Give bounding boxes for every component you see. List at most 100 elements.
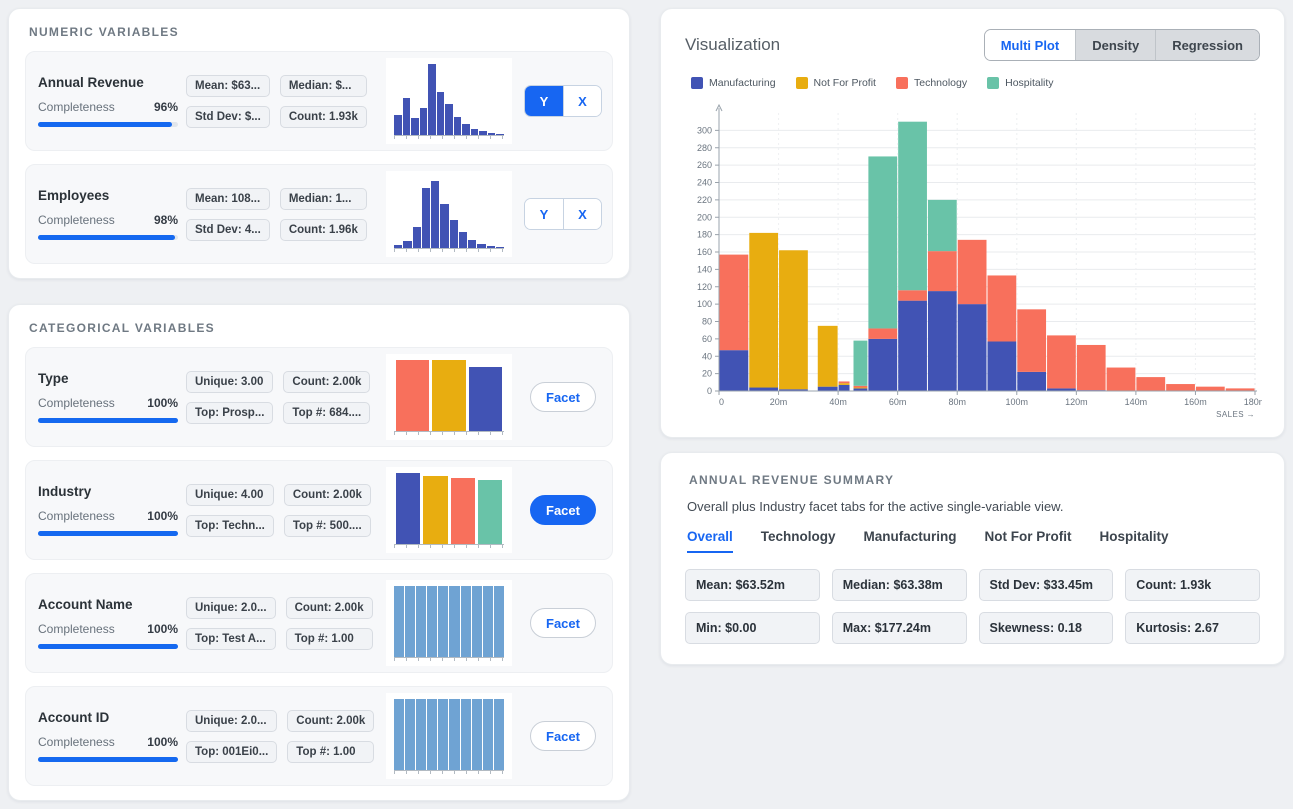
y-axis-button[interactable]: Y: [525, 86, 563, 116]
completeness-progress-fill: [38, 122, 173, 127]
mini-bar: [458, 232, 467, 248]
categorical-variable-row-industry: Industry Completeness 100% Unique: 4.00 …: [25, 460, 613, 560]
x-axis-button[interactable]: X: [563, 199, 601, 229]
mini-bar: [403, 240, 412, 248]
mini-bar: [421, 187, 430, 248]
tab-density[interactable]: Density: [1075, 30, 1156, 60]
tab-manufacturing[interactable]: Manufacturing: [863, 529, 957, 544]
mini-bar: [431, 180, 440, 248]
category-bars: [394, 360, 504, 432]
mini-bar: [470, 129, 479, 135]
stat-chips: Unique: 2.0... Count: 2.00k Top: Test A.…: [186, 596, 378, 650]
facet-action: Facet: [522, 721, 604, 751]
tab-not-for-profit[interactable]: Not For Profit: [984, 529, 1072, 544]
completeness-percent: 100%: [147, 396, 178, 410]
legend-swatch: [691, 77, 703, 89]
facet-button[interactable]: Facet: [530, 382, 596, 412]
legend-item-technology: Technology: [895, 77, 967, 89]
categorical-variable-row-account-id: Account ID Completeness 100% Unique: 2.0…: [25, 686, 613, 786]
categorical-variable-row-type: Type Completeness 100% Unique: 3.00 Coun…: [25, 347, 613, 447]
visualization-card: Visualization Multi Plot Density Regress…: [660, 8, 1285, 438]
category-axis: [394, 432, 504, 435]
facet-button[interactable]: Facet: [530, 495, 596, 525]
stat-chip-top: Top: 001Ei0...: [186, 740, 278, 763]
svg-text:60: 60: [702, 334, 712, 344]
mini-bar: [471, 699, 482, 770]
mini-bar: [436, 92, 445, 135]
facet-button[interactable]: Facet: [530, 608, 596, 638]
numeric-variables-card: NUMERIC VARIABLES Annual Revenue Complet…: [8, 8, 630, 279]
svg-text:0: 0: [719, 397, 724, 407]
categorical-section-title: CATEGORICAL VARIABLES: [29, 321, 215, 335]
histogram-sparkline: [386, 58, 512, 144]
facet-action: Facet: [522, 608, 604, 638]
legend-item-manufacturing: Manufacturing: [691, 77, 776, 89]
y-axis-button[interactable]: Y: [525, 199, 563, 229]
mini-bar: [482, 586, 493, 657]
mini-bar: [405, 586, 416, 657]
svg-text:80m: 80m: [948, 397, 966, 407]
completeness-percent: 100%: [147, 509, 178, 523]
facet-button[interactable]: Facet: [530, 721, 596, 751]
x-axis-button[interactable]: X: [563, 86, 601, 116]
mini-bar: [427, 699, 438, 770]
sparkline-axis: [394, 249, 504, 252]
categorical-variables-card: CATEGORICAL VARIABLES Type Completeness …: [8, 304, 630, 801]
completeness-label: Completeness: [38, 509, 115, 523]
stat-chip-median: Median: 1...: [279, 187, 367, 210]
axis-toggle: Y X: [522, 198, 604, 230]
visualization-title: Visualization: [685, 35, 781, 54]
stat-chip-count: Count: 2.00k: [283, 370, 371, 393]
mini-bar: [479, 131, 487, 135]
summary-stat-mean: Mean: $63.52m: [685, 569, 820, 601]
stat-chip-count: Count: 2.00k: [287, 709, 375, 732]
completeness-label: Completeness: [38, 622, 115, 636]
summary-stat-median: Median: $63.38m: [831, 569, 967, 601]
stat-chip-count: Count: 2.00k: [283, 483, 371, 506]
stat-chip-stddev: Std Dev: $...: [186, 105, 270, 128]
variable-name: Industry: [38, 484, 92, 499]
tab-regression[interactable]: Regression: [1155, 30, 1259, 60]
mini-bar: [440, 203, 449, 248]
variable-info: Employees Completeness 98%: [38, 188, 178, 240]
svg-text:20: 20: [702, 369, 712, 379]
svg-text:100m: 100m: [1006, 397, 1029, 407]
axis-button-group: Y X: [524, 85, 602, 117]
mini-bar: [487, 132, 496, 135]
completeness-label: Completeness: [38, 100, 115, 114]
variable-name: Annual Revenue: [38, 75, 144, 90]
mini-bar: [462, 124, 470, 135]
stat-chip-unique: Unique: 2.0...: [186, 709, 278, 732]
mini-bar: [460, 586, 471, 657]
svg-text:40: 40: [702, 351, 712, 361]
stat-chip-mean: Mean: $63...: [186, 74, 270, 97]
axis-button-group: Y X: [524, 198, 602, 230]
stat-chip-top-count: Top #: 500....: [283, 514, 371, 537]
svg-text:160m: 160m: [1184, 397, 1207, 407]
summary-stat-min: Min: $0.00: [685, 612, 820, 644]
stat-chip-top: Top: Prosp...: [186, 401, 274, 424]
legend-swatch: [895, 77, 908, 89]
tab-hospitality[interactable]: Hospitality: [1099, 529, 1169, 544]
plot-mode-tabs: Multi Plot Density Regression: [983, 29, 1260, 61]
stat-chip-unique: Unique: 3.00: [186, 370, 274, 393]
svg-text:220: 220: [697, 195, 712, 205]
stat-chip-top-count: Top #: 1.00: [285, 627, 373, 650]
tab-overall[interactable]: Overall: [687, 529, 733, 553]
mini-bar: [449, 219, 458, 248]
mini-bar: [412, 226, 421, 248]
stat-chips: Mean: $63... Median: $... Std Dev: $... …: [186, 74, 378, 128]
mini-bar: [396, 473, 421, 544]
tab-technology[interactable]: Technology: [760, 529, 836, 544]
tab-multi-plot[interactable]: Multi Plot: [984, 30, 1076, 60]
mini-bar: [394, 699, 405, 770]
completeness-progress-track: [38, 235, 178, 240]
mini-bar: [445, 103, 453, 135]
stat-chip-unique: Unique: 4.00: [186, 483, 274, 506]
numeric-variable-row-annual-revenue: Annual Revenue Completeness 96% Mean: $6…: [25, 51, 613, 151]
svg-text:40m: 40m: [829, 397, 847, 407]
mini-bar: [419, 108, 428, 135]
variable-name: Employees: [38, 188, 110, 203]
completeness-row: Completeness 100%: [38, 396, 178, 410]
summary-stat-skewness: Skewness: 0.18: [978, 612, 1114, 644]
